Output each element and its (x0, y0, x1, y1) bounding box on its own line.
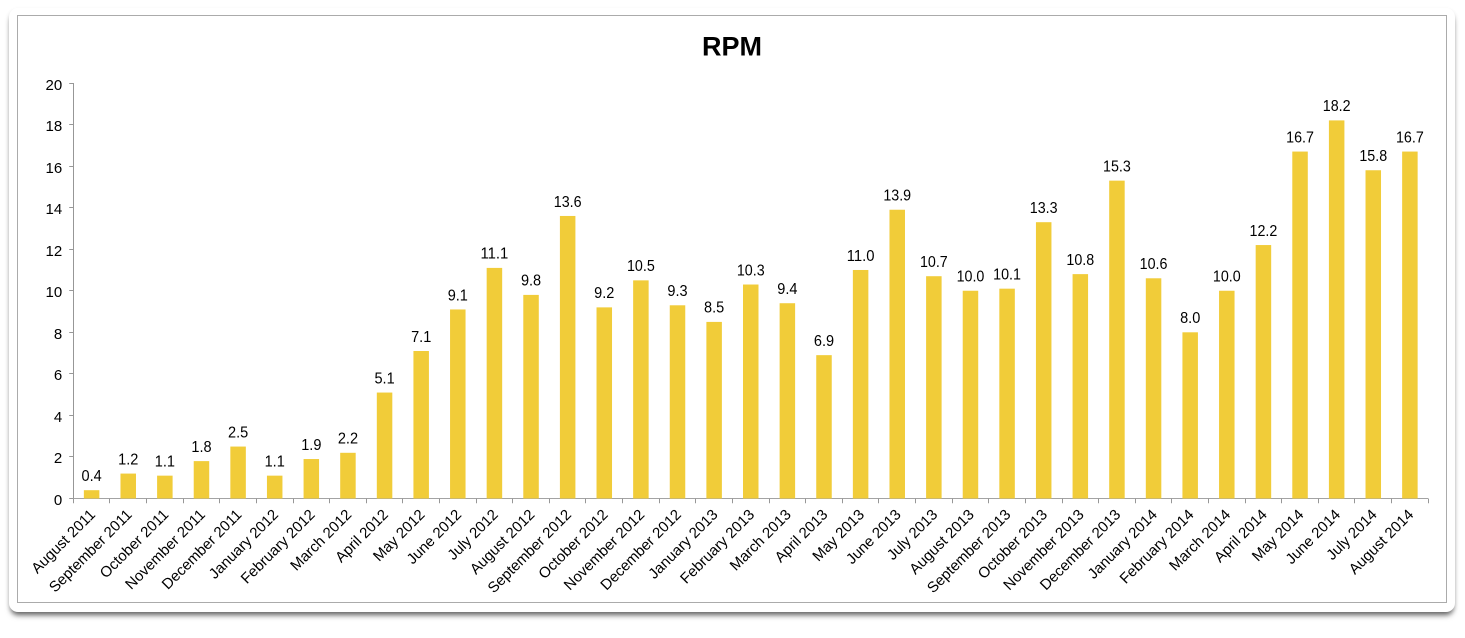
svg-text:18.2: 18.2 (1323, 98, 1351, 115)
svg-text:4: 4 (54, 409, 62, 426)
svg-text:10.1: 10.1 (993, 266, 1021, 283)
svg-text:13.6: 13.6 (554, 194, 582, 211)
svg-text:1.1: 1.1 (155, 453, 175, 470)
svg-text:8.5: 8.5 (704, 300, 724, 317)
svg-text:10.0: 10.0 (957, 269, 985, 286)
svg-text:15.3: 15.3 (1103, 158, 1131, 175)
svg-text:7.1: 7.1 (411, 329, 431, 346)
svg-text:9.3: 9.3 (667, 283, 687, 300)
svg-text:11.1: 11.1 (481, 246, 509, 263)
svg-text:8.0: 8.0 (1180, 310, 1200, 327)
svg-text:10: 10 (46, 284, 63, 301)
svg-text:5.1: 5.1 (374, 370, 394, 387)
svg-text:1.9: 1.9 (301, 437, 321, 454)
svg-text:8: 8 (54, 326, 62, 343)
svg-text:9.1: 9.1 (448, 287, 468, 304)
svg-text:9.2: 9.2 (594, 285, 614, 302)
svg-text:10.0: 10.0 (1213, 269, 1241, 286)
svg-text:20: 20 (46, 77, 63, 94)
svg-text:13.3: 13.3 (1030, 200, 1058, 217)
svg-text:0.4: 0.4 (82, 468, 102, 485)
svg-text:1.2: 1.2 (118, 451, 138, 468)
svg-text:10.6: 10.6 (1140, 256, 1168, 273)
svg-text:16: 16 (46, 160, 63, 177)
svg-text:9.8: 9.8 (521, 273, 541, 290)
svg-text:2.5: 2.5 (228, 424, 248, 441)
svg-text:6.9: 6.9 (814, 333, 834, 350)
svg-text:0: 0 (54, 492, 62, 509)
svg-text:10.5: 10.5 (627, 258, 655, 275)
svg-text:13.9: 13.9 (883, 188, 911, 205)
svg-text:RPM: RPM (702, 32, 762, 62)
svg-text:12.2: 12.2 (1250, 223, 1278, 240)
svg-text:9.4: 9.4 (777, 281, 797, 298)
svg-text:6: 6 (54, 367, 62, 384)
svg-text:12: 12 (46, 243, 63, 260)
svg-text:1.8: 1.8 (191, 439, 211, 456)
svg-text:18: 18 (46, 118, 63, 135)
svg-text:10.7: 10.7 (920, 254, 948, 271)
svg-text:1.1: 1.1 (265, 453, 285, 470)
svg-text:2: 2 (54, 450, 62, 467)
svg-text:15.8: 15.8 (1359, 148, 1387, 165)
svg-text:10.3: 10.3 (737, 262, 765, 279)
svg-text:10.8: 10.8 (1066, 252, 1094, 269)
svg-text:14: 14 (46, 201, 63, 218)
svg-text:11.0: 11.0 (847, 248, 875, 265)
svg-text:2.2: 2.2 (338, 431, 358, 448)
svg-text:16.7: 16.7 (1286, 129, 1314, 146)
svg-text:16.7: 16.7 (1396, 129, 1424, 146)
